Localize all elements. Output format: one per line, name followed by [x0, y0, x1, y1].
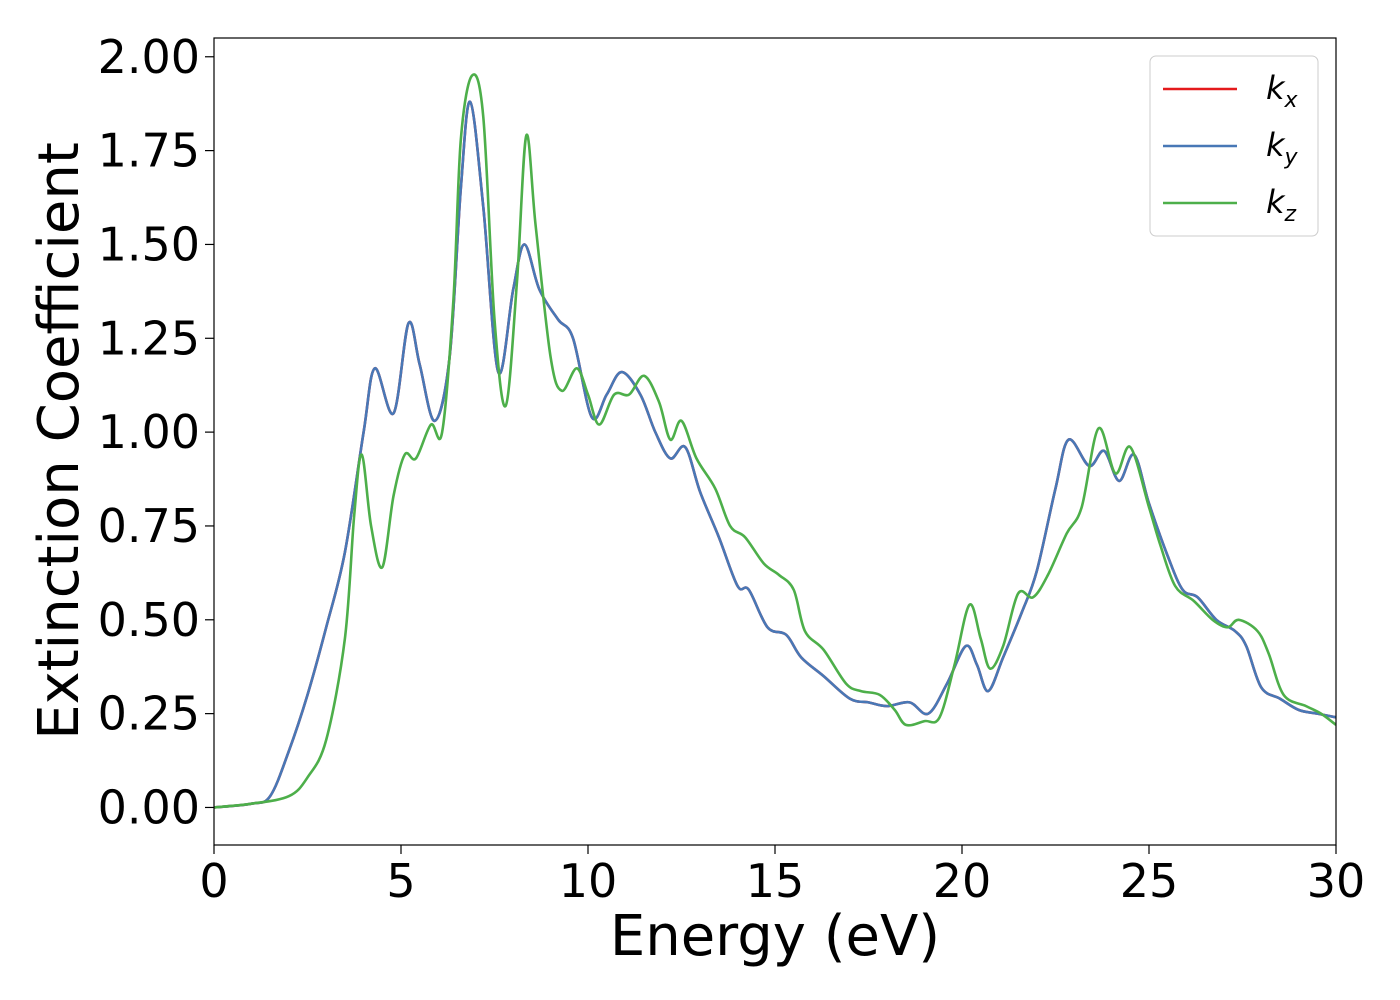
y-tick-label: 1.00 — [98, 405, 200, 459]
y-tick-label: 0.25 — [98, 687, 200, 741]
y-tick-label: 1.50 — [98, 217, 200, 271]
y-tick-label: 0.50 — [98, 593, 200, 647]
x-tick-label: 0 — [199, 854, 228, 908]
x-tick-label: 30 — [1307, 854, 1366, 908]
series-layer — [214, 73, 1336, 809]
x-tick-label: 10 — [559, 854, 618, 908]
y-axis-title: Extinction Coefficient — [27, 142, 92, 740]
y-tick-label: 1.25 — [98, 311, 200, 365]
x-tick-label: 15 — [746, 854, 805, 908]
x-tick-label: 20 — [933, 854, 992, 908]
y-tick-label: 0.00 — [98, 780, 200, 834]
x-axis-ticks: 0 5 10 15 20 25 30 — [199, 845, 1365, 908]
y-axis-ticks: 0.00 0.25 0.50 0.75 1.00 1.25 1.50 1.75 2.00 — [98, 30, 214, 834]
x-tick-label: 25 — [1120, 854, 1179, 908]
x-axis-title: Energy (eV) — [610, 904, 940, 969]
y-tick-label: 2.00 — [98, 30, 200, 84]
x-tick-label: 5 — [386, 854, 415, 908]
series-line-kz — [214, 73, 1336, 809]
y-tick-label: 1.75 — [98, 124, 200, 178]
y-tick-label: 0.75 — [98, 499, 200, 553]
